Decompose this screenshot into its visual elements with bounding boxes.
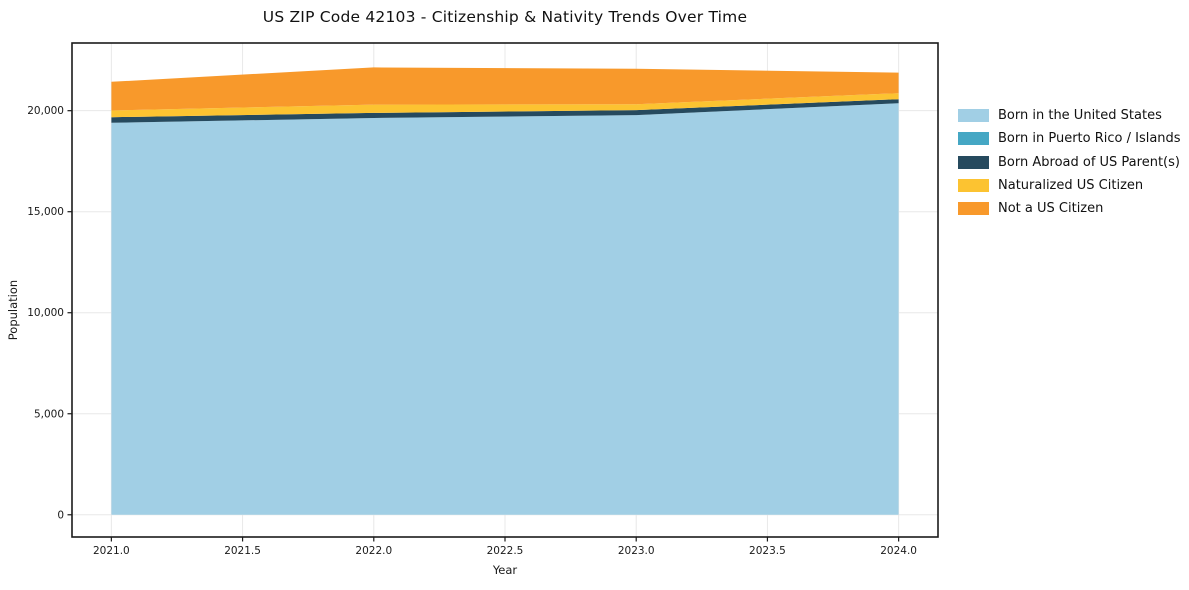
legend-item-4: Not a US Citizen: [958, 197, 1181, 220]
y-tick-label: 20,000: [27, 105, 64, 117]
y-tick-label: 15,000: [27, 206, 64, 218]
area-series-3: [111, 93, 899, 118]
legend: Born in the United States Born in Puerto …: [958, 104, 1181, 220]
x-tick-label: 2021.0: [93, 545, 130, 557]
legend-item-1: Born in Puerto Rico / Islands: [958, 127, 1181, 150]
legend-swatch-icon: [958, 155, 989, 169]
legend-swatch-icon: [958, 109, 989, 123]
y-axis-title: Population: [6, 279, 20, 341]
chart-title: US ZIP Code 42103 - Citizenship & Nativi…: [262, 8, 748, 26]
area-series-2: [111, 99, 899, 123]
x-tick-label: 2022.5: [487, 545, 524, 557]
legend-label: Born in Puerto Rico / Islands: [998, 131, 1181, 147]
area-series-4: [111, 67, 899, 111]
y-tick-label: 10,000: [27, 307, 64, 319]
legend-label: Born in the United States: [998, 108, 1162, 124]
x-tick-label: 2023.5: [749, 545, 786, 557]
x-axis-title: Year: [492, 563, 518, 577]
x-tick-label: 2024.0: [880, 545, 917, 557]
area-series-0: [111, 103, 899, 515]
legend-swatch-icon: [958, 179, 989, 193]
legend-item-0: Born in the United States: [958, 104, 1181, 127]
y-tick-label: 0: [57, 509, 64, 521]
x-tick-label: 2021.5: [224, 545, 261, 557]
legend-label: Naturalized US Citizen: [998, 178, 1144, 194]
y-tick-label: 5,000: [34, 408, 64, 420]
legend-item-2: Born Abroad of US Parent(s): [958, 151, 1181, 174]
legend-swatch-icon: [958, 202, 989, 216]
legend-item-3: Naturalized US Citizen: [958, 174, 1181, 197]
legend-label: Not a US Citizen: [998, 201, 1104, 217]
legend-swatch-icon: [958, 132, 989, 146]
x-tick-label: 2023.0: [618, 545, 655, 557]
x-tick-label: 2022.0: [355, 545, 392, 557]
legend-label: Born Abroad of US Parent(s): [998, 154, 1180, 170]
